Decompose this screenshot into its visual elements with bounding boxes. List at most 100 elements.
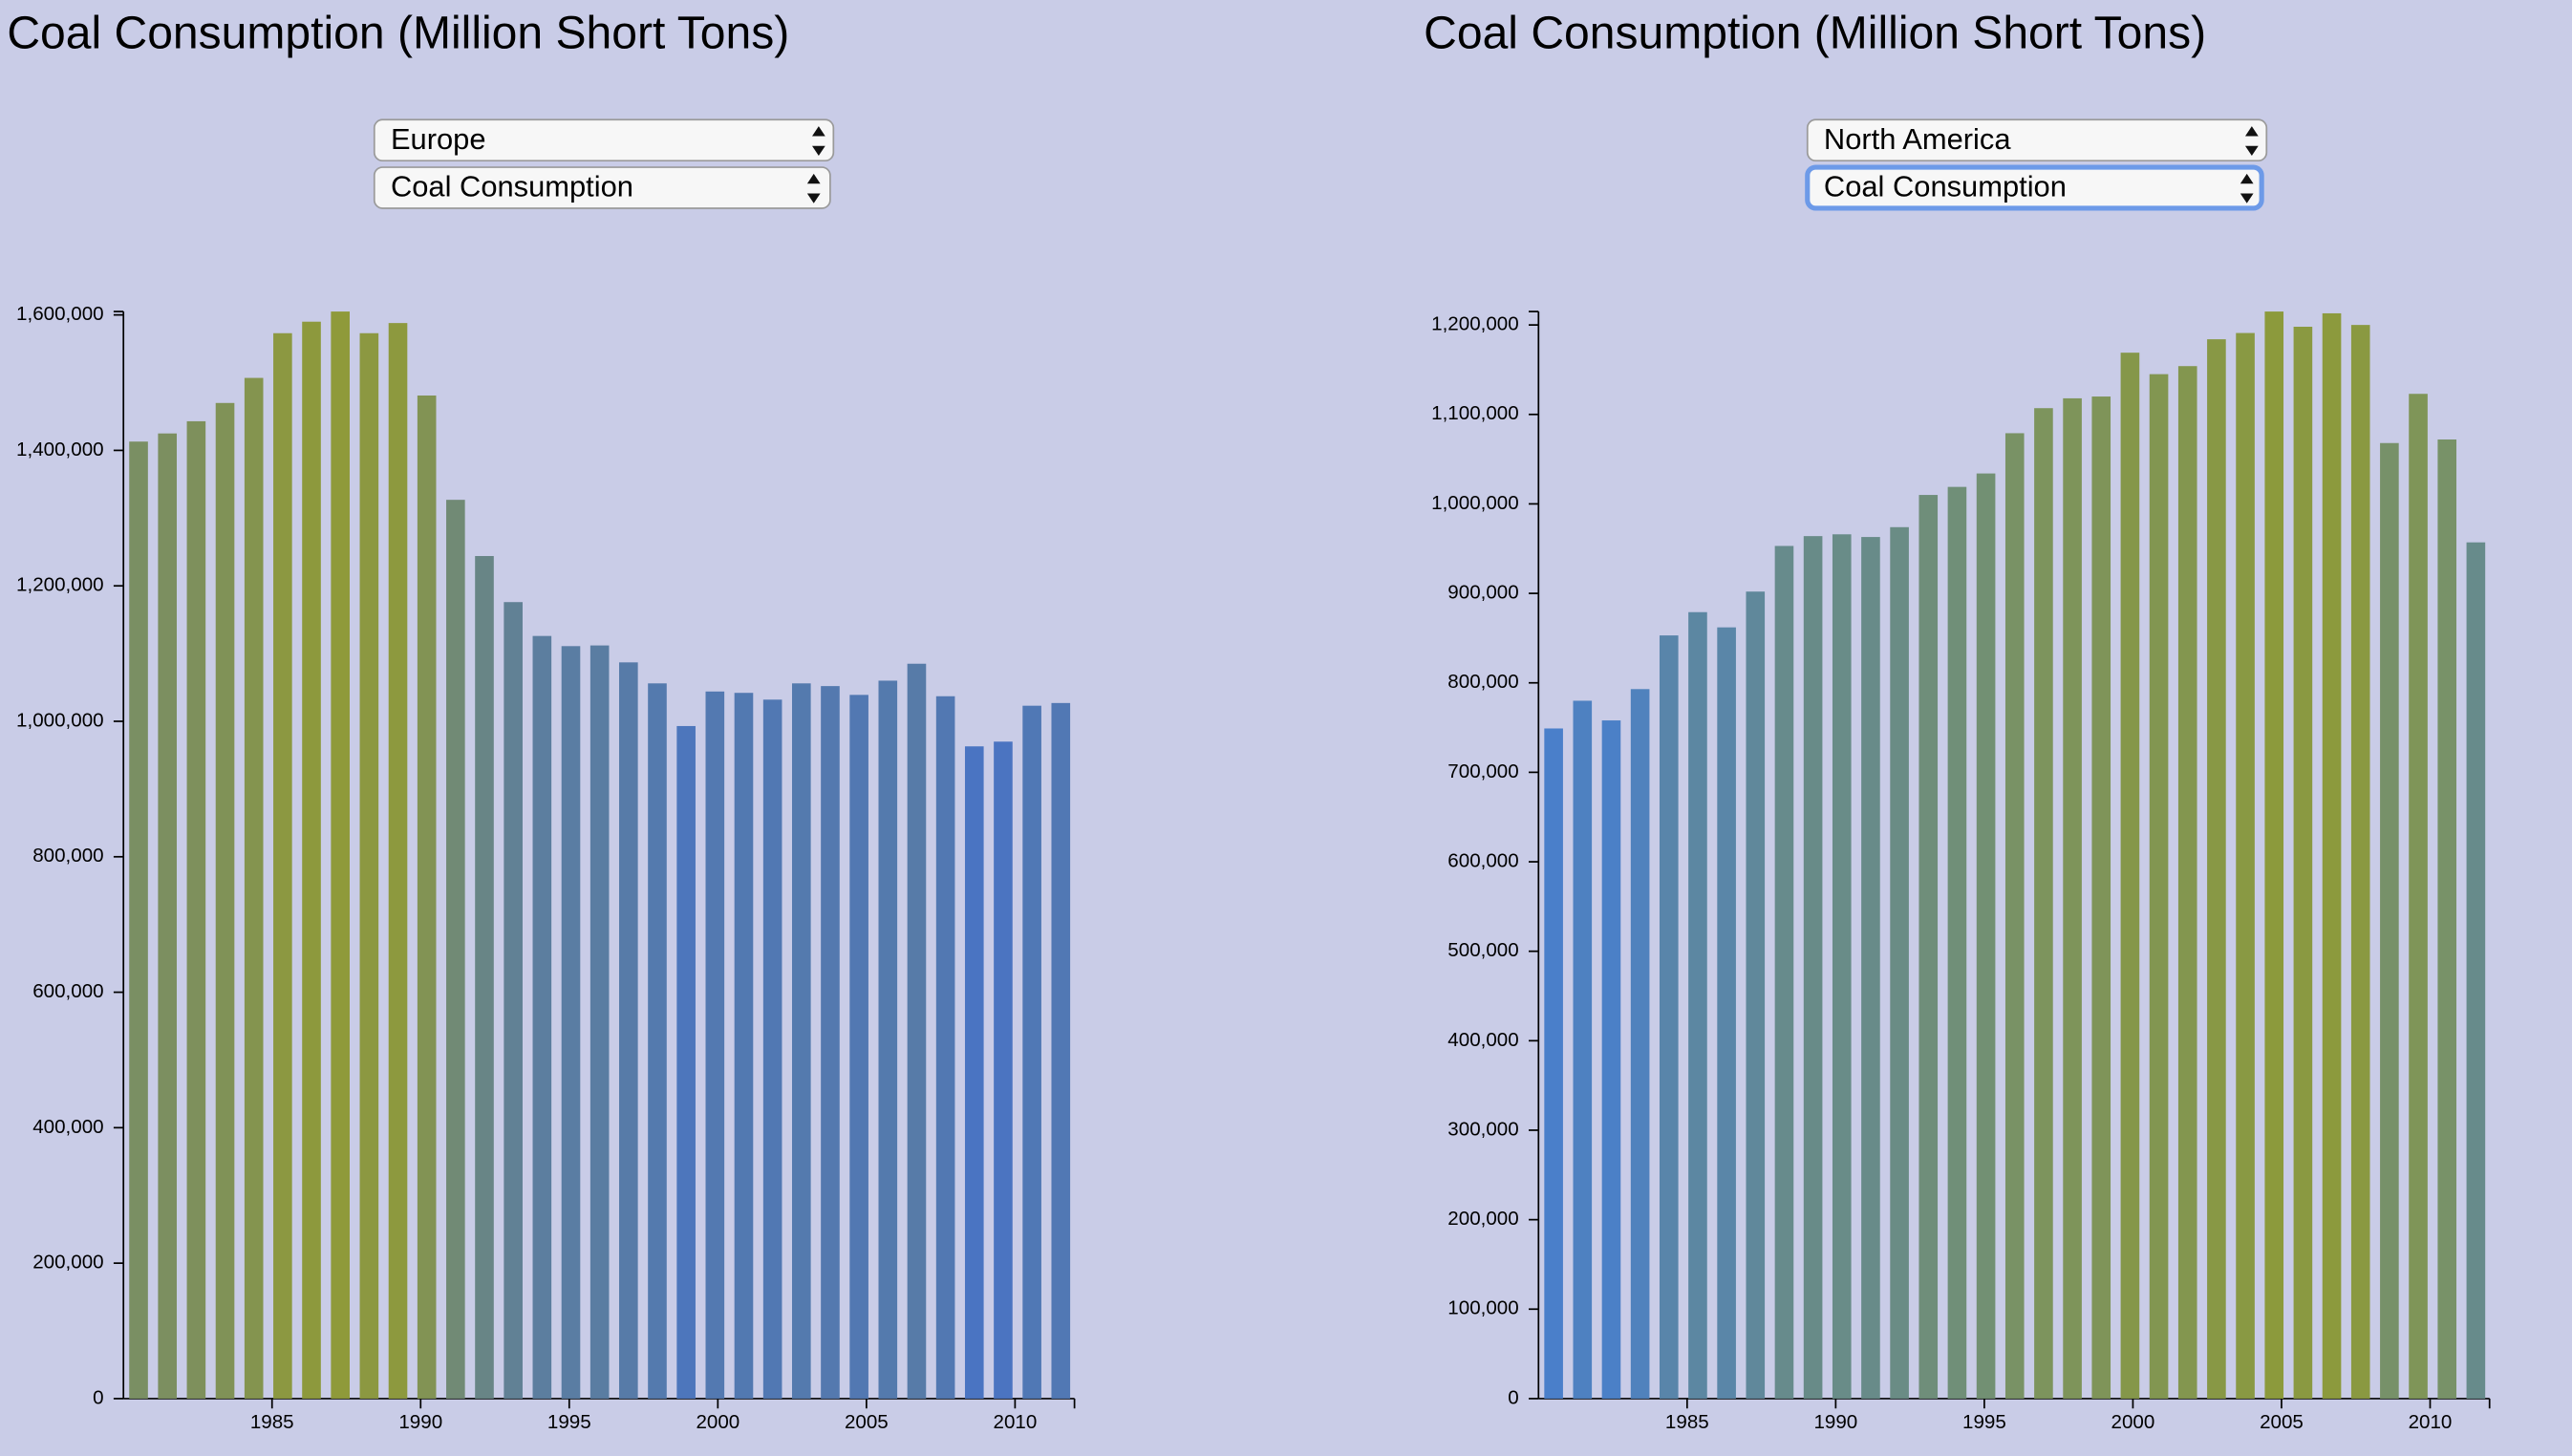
- select-box[interactable]: [1806, 118, 2268, 162]
- x-tick-label: 2005: [2260, 1411, 2304, 1433]
- bar: [2149, 374, 2169, 1399]
- bar: [1601, 720, 1621, 1399]
- y-tick-label: 900,000: [1447, 582, 1518, 604]
- bar: [2091, 396, 2111, 1399]
- chart-title: Coal Consumption (Million Short Tons): [7, 8, 789, 58]
- select-box[interactable]: [373, 118, 835, 162]
- y-tick-label: 0: [93, 1386, 103, 1408]
- y-tick-label: 400,000: [1447, 1029, 1518, 1051]
- bar: [907, 663, 927, 1399]
- bar: [2207, 339, 2226, 1399]
- bar: [446, 500, 465, 1399]
- bar: [215, 402, 235, 1399]
- select-value[interactable]: Coal Consumption: [1824, 170, 2067, 203]
- x-tick-label: 1995: [1962, 1411, 2006, 1433]
- bar: [331, 311, 350, 1399]
- bar: [359, 332, 379, 1399]
- y-tick-label: 1,600,000: [16, 303, 104, 325]
- select-arrow: [2240, 173, 2254, 203]
- x-tick-label: 2010: [2409, 1411, 2453, 1433]
- bar: [2322, 312, 2342, 1399]
- bar: [1630, 689, 1650, 1399]
- select-value[interactable]: Europe: [391, 122, 486, 156]
- bar: [417, 395, 437, 1399]
- bar: [2437, 439, 2457, 1399]
- select-arrow: [812, 126, 825, 157]
- bar: [2004, 433, 2025, 1399]
- bar: [2177, 366, 2197, 1399]
- bar: [1976, 473, 1996, 1399]
- bar: [1659, 635, 1679, 1399]
- x-tick-label: 1995: [547, 1411, 591, 1433]
- y-tick-label: 600,000: [1447, 849, 1518, 871]
- y-tick-label: 1,000,000: [16, 709, 104, 731]
- bar: [2350, 325, 2370, 1399]
- bar: [1947, 486, 1967, 1399]
- y-tick-label: 400,000: [32, 1116, 103, 1138]
- select-arrow: [2244, 126, 2259, 157]
- bar: [2466, 542, 2486, 1399]
- bar: [1717, 627, 1736, 1399]
- bar: [878, 680, 898, 1399]
- select-box[interactable]: [1805, 164, 2264, 211]
- x-tick-label: 1990: [398, 1411, 442, 1433]
- bar: [244, 377, 264, 1399]
- bar: [129, 441, 148, 1399]
- x-tick-label: 2010: [994, 1411, 1038, 1433]
- bar: [2063, 397, 2082, 1399]
- bar: [302, 321, 321, 1399]
- bar: [589, 645, 610, 1399]
- select-arrow: [806, 173, 821, 203]
- y-tick-label: 600,000: [32, 980, 103, 1002]
- bar: [1544, 728, 1563, 1399]
- y-tick-label: 500,000: [1447, 939, 1518, 961]
- select-value[interactable]: Coal Consumption: [391, 170, 633, 203]
- bar: [792, 683, 811, 1399]
- bar: [158, 433, 178, 1399]
- bar: [388, 323, 408, 1399]
- bar: [935, 696, 955, 1399]
- select[interactable]: North America: [1806, 118, 2268, 162]
- bar: [994, 741, 1013, 1399]
- bar: [676, 725, 696, 1399]
- bar: [849, 695, 868, 1399]
- bar: [648, 683, 667, 1399]
- bar: [1688, 611, 1707, 1399]
- bar: [186, 420, 206, 1399]
- bar: [1861, 537, 1880, 1399]
- bar: [2380, 442, 2399, 1399]
- bar: [2293, 327, 2313, 1399]
- y-tick-label: 200,000: [1447, 1208, 1518, 1230]
- bar: [1051, 702, 1071, 1399]
- x-tick-label: 1985: [1665, 1411, 1709, 1433]
- bar: [619, 662, 638, 1399]
- bar: [475, 556, 494, 1399]
- bar: [762, 699, 782, 1399]
- x-tick-label: 1985: [250, 1411, 294, 1433]
- x-tick-label: 2005: [845, 1411, 889, 1433]
- y-tick-label: 1,200,000: [16, 574, 104, 596]
- bar: [1573, 700, 1593, 1399]
- y-tick-label: 700,000: [1447, 760, 1518, 782]
- y-tick-label: 0: [1508, 1386, 1518, 1408]
- x-tick-label: 2000: [696, 1411, 739, 1433]
- chart-title: Coal Consumption (Million Short Tons): [1424, 8, 2206, 58]
- x-tick-label: 1990: [1813, 1411, 1857, 1433]
- bar: [1774, 546, 1794, 1399]
- bar: [2120, 353, 2140, 1399]
- bar: [821, 686, 840, 1399]
- select[interactable]: Europe: [373, 118, 835, 162]
- y-tick-label: 1,100,000: [1431, 402, 1519, 424]
- bar: [1890, 526, 1909, 1399]
- select[interactable]: Coal Consumption: [1805, 164, 2264, 211]
- bar: [2264, 311, 2284, 1399]
- select-box[interactable]: [373, 166, 831, 209]
- bar: [964, 746, 984, 1399]
- bar: [734, 693, 754, 1399]
- bar: [504, 602, 523, 1399]
- select-value[interactable]: North America: [1824, 122, 2011, 156]
- bar: [561, 646, 581, 1399]
- bar: [1746, 591, 1766, 1399]
- bar: [2409, 394, 2428, 1399]
- select[interactable]: Coal Consumption: [373, 166, 831, 209]
